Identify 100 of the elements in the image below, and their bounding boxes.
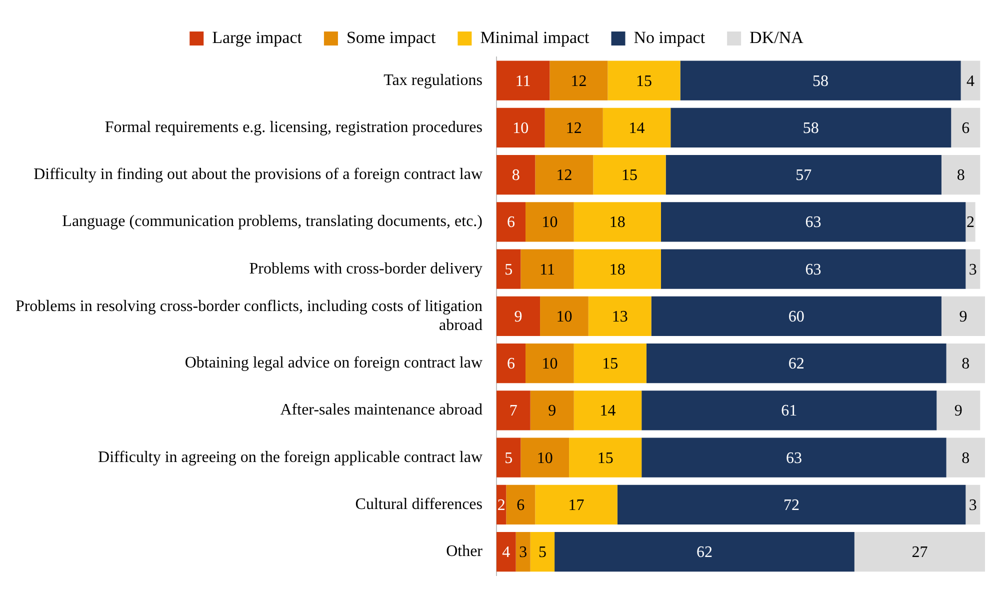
data-label: 27 xyxy=(912,544,928,562)
data-label: 11 xyxy=(540,261,555,278)
data-label: 3 xyxy=(968,261,977,278)
data-label: 57 xyxy=(796,167,812,184)
bar xyxy=(496,532,516,572)
bar xyxy=(569,438,642,478)
data-label: 17 xyxy=(568,496,584,514)
data-label: 12 xyxy=(566,120,582,137)
bar xyxy=(496,155,536,195)
data-label: 9 xyxy=(959,308,968,326)
data-label: 10 xyxy=(512,120,529,137)
data-label: 10 xyxy=(536,450,553,467)
bar xyxy=(516,532,530,572)
data-label: 62 xyxy=(788,356,804,373)
bar xyxy=(946,438,985,478)
data-label: 8 xyxy=(956,167,965,184)
bar xyxy=(966,484,980,525)
data-label: 8 xyxy=(512,167,520,184)
bar xyxy=(617,484,966,525)
bar xyxy=(530,532,555,572)
legend-label: DK/NA xyxy=(750,28,804,47)
data-label: 62 xyxy=(696,544,712,562)
bar xyxy=(941,296,985,336)
data-label: 4 xyxy=(502,544,510,562)
y-tick-label: After-sales maintenance abroad xyxy=(280,402,482,419)
data-label: 5 xyxy=(504,450,513,467)
bar xyxy=(946,344,985,384)
y-tick-label: Problems with cross-border delivery xyxy=(249,260,482,278)
data-label: 8 xyxy=(962,450,970,467)
bar xyxy=(960,60,980,100)
y-tick-label: Difficulty in agreeing on the foreign applicable contract law xyxy=(98,448,483,466)
data-label: 9 xyxy=(514,308,522,326)
bar xyxy=(574,390,642,430)
data-label: 5 xyxy=(504,261,513,278)
bar xyxy=(574,249,661,289)
bar xyxy=(966,249,980,289)
bar xyxy=(941,155,980,195)
data-label: 63 xyxy=(786,450,802,467)
y-tick-label: Language (communication problems, translating documents, etc.) xyxy=(62,213,482,230)
data-label: 15 xyxy=(597,450,614,467)
bar xyxy=(496,60,550,100)
bar xyxy=(646,344,946,384)
data-label: 8 xyxy=(962,356,970,373)
data-label: 3 xyxy=(968,496,977,514)
data-label: 6 xyxy=(516,496,525,514)
bar xyxy=(496,296,540,336)
legend-label: Minimal impact xyxy=(480,28,590,47)
y-tick-label: Cultural differences xyxy=(355,496,482,513)
data-label: 6 xyxy=(962,120,970,137)
bar xyxy=(660,249,966,289)
data-label: 60 xyxy=(788,308,804,326)
y-tick-label: Tax regulations xyxy=(384,72,482,89)
data-label: 6 xyxy=(507,214,516,232)
bar xyxy=(670,108,952,148)
bar xyxy=(496,344,526,384)
data-label: 72 xyxy=(784,496,800,514)
data-label: 18 xyxy=(609,261,626,278)
bar xyxy=(544,108,603,148)
bar xyxy=(593,155,666,195)
bar xyxy=(680,60,961,100)
bar xyxy=(642,390,937,430)
data-label: 10 xyxy=(542,214,558,232)
data-label: 13 xyxy=(612,308,628,326)
bar xyxy=(608,60,680,100)
legend-label: No impact xyxy=(634,28,706,47)
data-label: 12 xyxy=(556,167,572,184)
bar xyxy=(554,532,854,572)
bar xyxy=(651,296,942,336)
bar xyxy=(966,202,976,242)
bar xyxy=(535,484,618,525)
data-label: 12 xyxy=(570,72,587,90)
data-label: 5 xyxy=(538,544,546,562)
data-label: 9 xyxy=(548,402,556,420)
data-label: 10 xyxy=(556,308,572,326)
bar xyxy=(540,296,588,336)
data-label: 14 xyxy=(628,120,645,137)
data-label: 7 xyxy=(509,402,518,420)
data-label: 61 xyxy=(781,402,798,420)
y-tick-label: Obtaining legal advice on foreign contract law xyxy=(184,354,483,372)
bar xyxy=(496,108,545,148)
data-label: 2 xyxy=(497,496,506,514)
data-label: 15 xyxy=(636,72,652,90)
bar xyxy=(506,484,536,525)
data-label: 18 xyxy=(609,214,626,232)
data-label: 63 xyxy=(805,261,822,278)
bar xyxy=(660,202,966,242)
y-tick-label: Formal requirements e.g. licensing, registration procedures xyxy=(104,118,482,136)
bar xyxy=(496,249,521,289)
bar xyxy=(574,202,661,242)
data-label: 10 xyxy=(542,356,558,373)
bar xyxy=(535,155,594,195)
data-label: 4 xyxy=(966,72,974,90)
data-label: 6 xyxy=(507,356,516,373)
data-label: 11 xyxy=(515,72,531,90)
data-label: 58 xyxy=(812,72,829,90)
data-label: 15 xyxy=(602,356,618,373)
bar xyxy=(642,438,946,478)
data-label: 2 xyxy=(966,214,974,232)
y-tick-label: Problems in resolving cross-border conflicts, including costs of litigation abroad xyxy=(15,298,482,334)
bar xyxy=(526,344,574,384)
